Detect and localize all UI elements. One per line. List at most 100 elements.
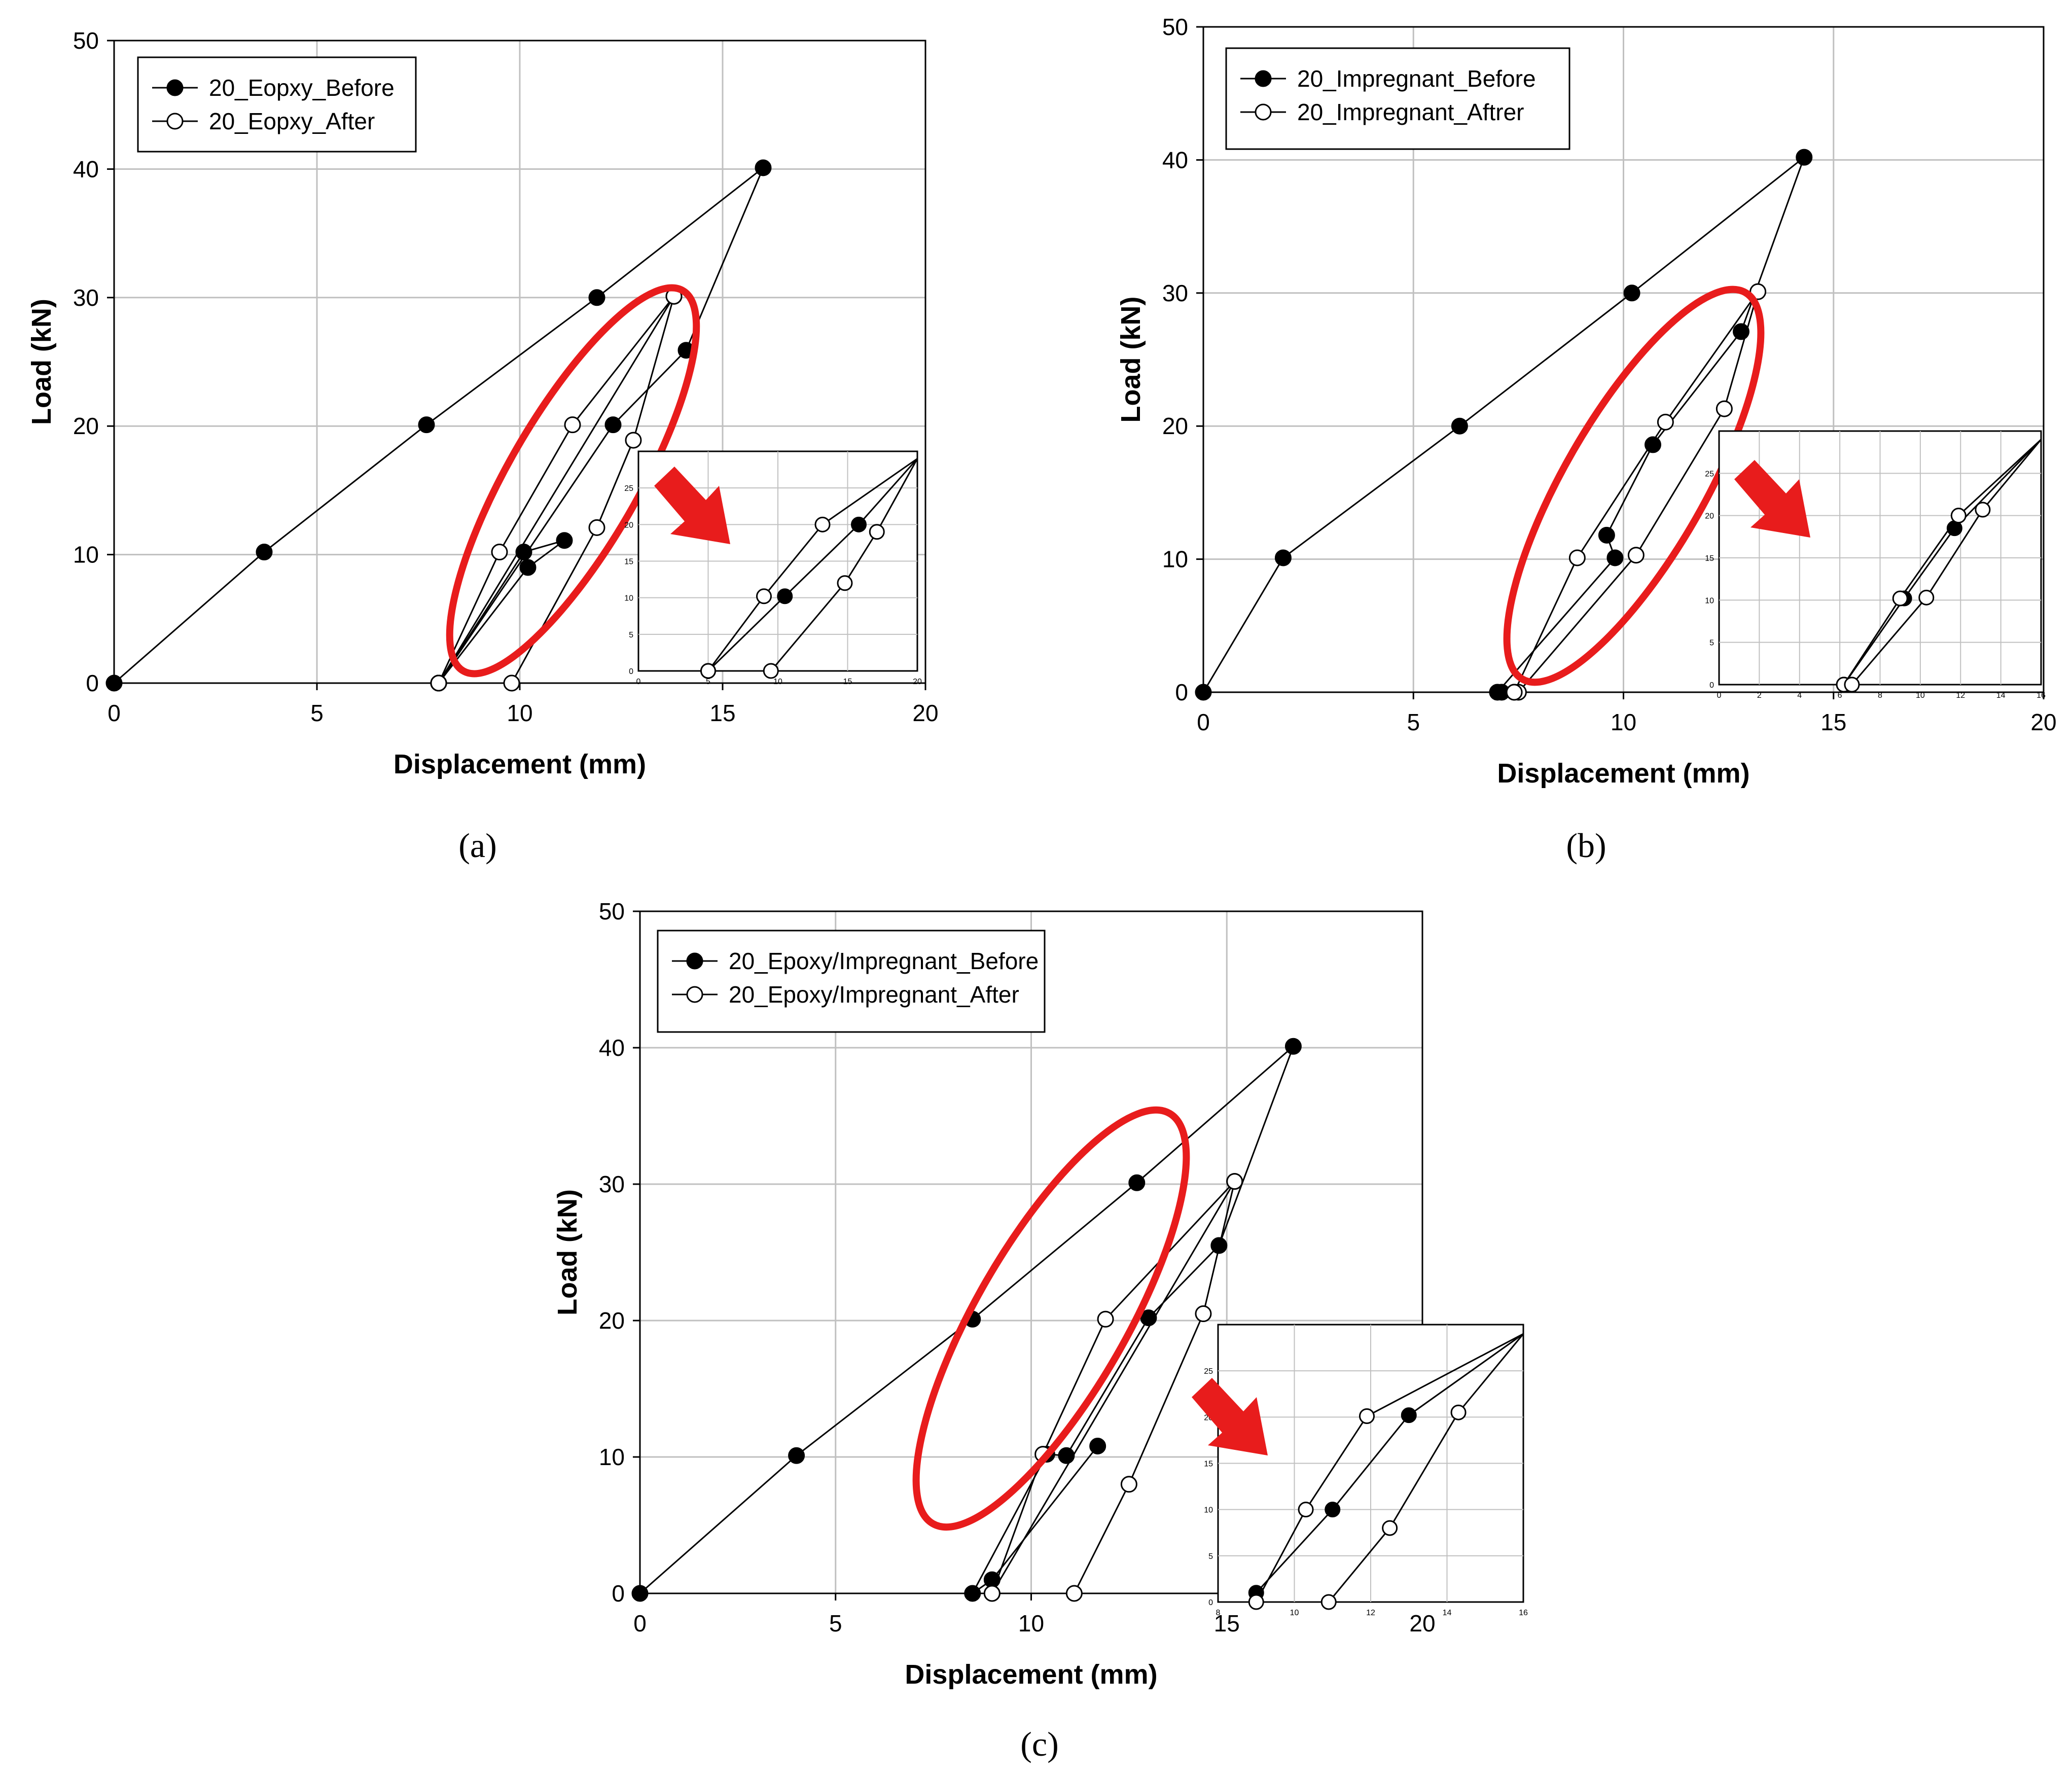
legend-label: 20_Epoxy/Impregnant_After (729, 981, 1019, 1008)
inset-y-tick-label: 20 (624, 521, 633, 529)
inset-point-after (1950, 508, 1967, 524)
inset-x-tick-label: 4 (1797, 691, 1802, 700)
x-tick-label: 0 (108, 700, 121, 726)
y-tick-label: 10 (1162, 546, 1188, 573)
point-before (556, 532, 573, 549)
series-line-1 (991, 1181, 1236, 1594)
x-tick-label: 15 (1214, 1610, 1240, 1636)
red-arrow-icon (1734, 460, 1810, 538)
inset-x-tick-label: 12 (1956, 691, 1965, 700)
legend-box (137, 56, 417, 153)
point-after (1627, 547, 1645, 564)
inset-series-line-0 (707, 458, 918, 672)
inset-x-tick-label: 0 (1717, 691, 1722, 700)
point-before (1623, 284, 1640, 302)
inset-point-after (869, 524, 885, 540)
point-after (1657, 413, 1674, 431)
point-before (105, 674, 123, 692)
point-after (1226, 1173, 1243, 1190)
y-axis-label: Load (kN) (26, 299, 57, 425)
inset-point-after (814, 516, 831, 532)
red-arrow-icon (654, 467, 730, 544)
point-after (1097, 1310, 1114, 1328)
point-before (1796, 149, 1813, 166)
inset-y-tick-label: 10 (624, 594, 633, 603)
inset-point-before (851, 516, 867, 532)
highlight-ellipse (912, 1106, 1190, 1531)
inset-point-before (1401, 1407, 1417, 1424)
point-after (564, 416, 581, 434)
x-axis-label: Displacement (mm) (394, 749, 646, 779)
inset-point-after (1320, 1594, 1337, 1610)
point-before (631, 1585, 649, 1602)
x-tick-label: 0 (1197, 709, 1210, 735)
highlight-ellipse (1503, 286, 1765, 686)
y-tick-label: 50 (1162, 14, 1188, 40)
legend-label: 20_Epoxy/Impregnant_Before (729, 948, 1039, 974)
inset-series-line-2 (770, 458, 918, 671)
inset-x-tick-label: 8 (1216, 1609, 1221, 1617)
inset-y-tick-label: 10 (1705, 596, 1714, 605)
inset-x-tick-label: 10 (1916, 691, 1925, 700)
point-after (588, 519, 605, 536)
point-before (1644, 436, 1661, 453)
inset-point-after (763, 663, 779, 679)
sublabel-a: (a) (458, 826, 496, 865)
point-before (755, 159, 772, 176)
y-tick-label: 0 (86, 670, 99, 696)
inset-y-tick-label: 25 (1204, 1367, 1213, 1376)
y-axis-label: Load (kN) (552, 1189, 583, 1315)
point-after (1716, 400, 1733, 417)
plot-frame (1202, 26, 2045, 693)
inset-point-after (1450, 1404, 1467, 1420)
inset-series-line-0 (1256, 1333, 1524, 1593)
inset-point-after (837, 575, 853, 591)
inset-point-after (756, 588, 772, 604)
point-before (1606, 549, 1624, 566)
legend-marker (166, 113, 184, 130)
y-tick-label: 30 (73, 284, 99, 311)
inset-series-line-2 (1851, 439, 2042, 685)
x-tick-label: 10 (507, 700, 532, 726)
inset-y-tick-label: 25 (1705, 470, 1714, 478)
point-after (625, 432, 642, 449)
point-before (256, 544, 273, 561)
point-before (788, 1447, 805, 1464)
inset-y-tick-label: 5 (1709, 639, 1714, 648)
inset-x-tick-label: 10 (1290, 1609, 1299, 1617)
y-tick-label: 0 (1175, 679, 1188, 705)
point-before (1195, 684, 1212, 701)
inset-y-tick-label: 0 (629, 667, 633, 676)
inset-point-after (1892, 590, 1908, 607)
inset-y-tick-label: 5 (1208, 1552, 1213, 1561)
legend-box (1225, 47, 1570, 150)
inset-point-after (1298, 1502, 1314, 1518)
inset-y-tick-label: 20 (1705, 512, 1714, 521)
y-tick-label: 20 (73, 413, 99, 439)
inset-x-tick-label: 12 (1366, 1609, 1375, 1617)
inset-y-tick-label: 0 (1208, 1598, 1213, 1607)
inset-x-tick-label: 10 (773, 678, 782, 686)
point-before (604, 416, 622, 434)
inset-point-before (1325, 1502, 1341, 1518)
y-tick-label: 40 (599, 1035, 625, 1061)
inset-point-after (1382, 1520, 1398, 1536)
inset-x-tick-label: 20 (913, 678, 922, 686)
x-tick-label: 10 (1018, 1610, 1044, 1636)
inset-point-before (777, 588, 793, 604)
point-after (1568, 549, 1586, 566)
point-before (1140, 1309, 1157, 1327)
x-tick-label: 20 (1409, 1610, 1435, 1636)
inset-point-after (1918, 589, 1935, 606)
inset-y-tick-label: 25 (624, 484, 633, 493)
x-tick-label: 5 (829, 1610, 842, 1636)
x-tick-label: 15 (709, 700, 735, 726)
point-after (1506, 684, 1523, 701)
inset-y-tick-label: 10 (1204, 1506, 1213, 1515)
x-tick-label: 20 (912, 700, 938, 726)
y-tick-label: 0 (612, 1580, 625, 1607)
red-arrow-icon (1192, 1378, 1268, 1455)
inset-y-tick-label: 15 (624, 558, 633, 566)
